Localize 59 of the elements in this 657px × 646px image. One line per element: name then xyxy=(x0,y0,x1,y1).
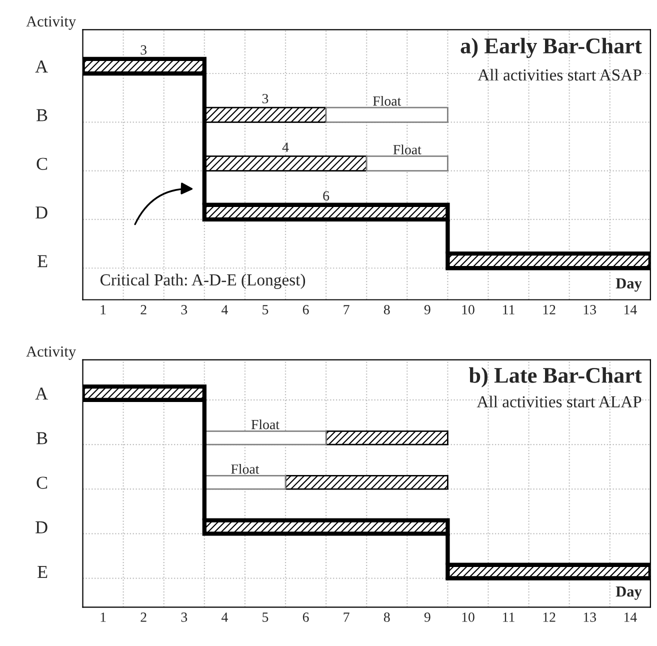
x-tick-label: 4 xyxy=(221,612,228,622)
text: All activities start ALAP xyxy=(476,396,642,408)
bar xyxy=(366,156,448,172)
x-tick-label: 6 xyxy=(302,305,309,314)
chart-title: a) Early Bar-Chart xyxy=(460,38,642,58)
bar xyxy=(325,106,448,123)
x-tick-label: 1 xyxy=(100,612,106,622)
x-tick-label: 10 xyxy=(462,305,474,314)
x-tick-label: 11 xyxy=(503,305,514,314)
y-tick-label: B xyxy=(36,109,48,122)
x-tick-label: 5 xyxy=(262,612,268,622)
x-tick-label: 12 xyxy=(543,305,556,314)
x-tick-label: 2 xyxy=(140,612,146,622)
y-tick-label: E xyxy=(38,566,48,578)
x-tick-label: 8 xyxy=(384,612,390,622)
x-axis-title: Day xyxy=(616,278,642,292)
x-tick-label: 4 xyxy=(221,305,228,314)
text: All activities start ASAP xyxy=(478,68,642,81)
data-label: Float xyxy=(251,419,280,430)
x-tick-label: 9 xyxy=(424,612,430,622)
y-tick-label: C xyxy=(36,158,48,170)
x-tick-label: 3 xyxy=(181,612,188,622)
x-tick-label: 9 xyxy=(424,305,430,314)
x-tick-label: 5 xyxy=(262,305,268,314)
x-tick-label: 12 xyxy=(543,612,556,622)
data-label: 3 xyxy=(262,94,268,104)
data-label: 6 xyxy=(323,191,330,201)
x-tick-label: 13 xyxy=(584,612,596,622)
y-tick-label: B xyxy=(36,432,48,444)
x-tick-label: 6 xyxy=(302,612,309,622)
x-tick-label: 3 xyxy=(181,305,188,314)
x-tick-label: 14 xyxy=(624,612,637,622)
y-axis-title: Activity xyxy=(26,346,76,360)
x-tick-label: 14 xyxy=(624,305,637,314)
bar xyxy=(325,430,448,446)
x-tick-label: 2 xyxy=(140,305,146,314)
data-label: Float xyxy=(231,464,260,474)
x-axis-title: Day xyxy=(616,586,642,600)
y-tick-label: A xyxy=(35,60,48,72)
y-tick-label: E xyxy=(38,255,48,268)
chart-title: b) Late Bar-Chart xyxy=(468,367,642,388)
x-tick-label: 10 xyxy=(462,612,474,622)
x-tick-label: 1 xyxy=(100,305,106,314)
y-tick-label: A xyxy=(35,388,48,400)
x-tick-label: 7 xyxy=(344,612,350,622)
x-tick-label: 11 xyxy=(503,612,514,622)
y-tick-label: D xyxy=(36,521,48,534)
y-tick-label: C xyxy=(36,476,48,489)
y-tick-label: D xyxy=(36,206,48,218)
data-label: Float xyxy=(393,144,422,154)
data-label: 4 xyxy=(282,142,289,152)
annotation: Critical Path: A-D-E (Longest) xyxy=(100,274,306,289)
data-label: Float xyxy=(373,96,402,106)
data-label: 3 xyxy=(140,45,147,55)
bar xyxy=(284,475,448,490)
x-tick-label: 8 xyxy=(384,305,390,314)
y-axis-title: Activity xyxy=(26,16,76,30)
x-tick-label: 13 xyxy=(584,305,596,314)
x-tick-label: 7 xyxy=(344,305,350,314)
